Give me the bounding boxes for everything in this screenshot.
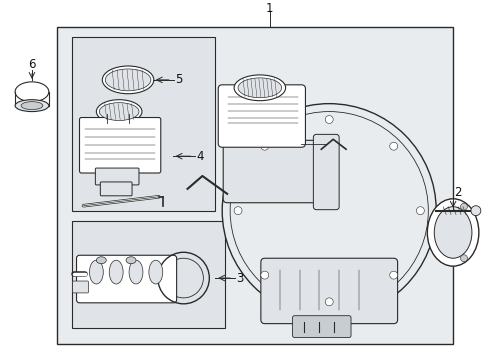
FancyBboxPatch shape [79, 117, 161, 173]
FancyBboxPatch shape [96, 168, 139, 185]
Text: 5: 5 [175, 73, 182, 86]
Bar [72, 37, 215, 211]
FancyBboxPatch shape [73, 281, 88, 293]
Circle shape [471, 206, 481, 216]
Ellipse shape [21, 102, 43, 109]
FancyBboxPatch shape [314, 134, 339, 210]
Ellipse shape [105, 69, 151, 91]
FancyBboxPatch shape [218, 85, 305, 147]
Circle shape [261, 142, 269, 150]
FancyBboxPatch shape [293, 316, 351, 338]
Text: 4: 4 [196, 150, 204, 163]
Ellipse shape [434, 207, 472, 258]
Ellipse shape [238, 78, 282, 98]
Circle shape [325, 116, 333, 123]
Circle shape [390, 142, 398, 150]
Circle shape [461, 203, 467, 210]
Ellipse shape [97, 257, 106, 264]
Bar [57, 27, 453, 345]
Bar [72, 221, 225, 328]
Ellipse shape [129, 260, 143, 284]
Ellipse shape [234, 75, 286, 101]
FancyBboxPatch shape [76, 255, 176, 303]
Ellipse shape [427, 199, 479, 266]
Circle shape [222, 104, 436, 318]
Text: 2: 2 [454, 186, 462, 199]
Ellipse shape [126, 257, 136, 264]
Text: 1: 1 [266, 2, 273, 15]
Circle shape [325, 298, 333, 306]
Ellipse shape [99, 103, 139, 121]
Ellipse shape [102, 66, 154, 94]
Circle shape [390, 271, 398, 279]
Ellipse shape [149, 260, 163, 284]
Ellipse shape [90, 260, 103, 284]
Text: 3: 3 [236, 271, 244, 284]
FancyBboxPatch shape [100, 182, 132, 196]
Ellipse shape [97, 100, 142, 123]
FancyBboxPatch shape [261, 258, 397, 324]
Text: 6: 6 [28, 58, 36, 71]
Ellipse shape [15, 82, 49, 102]
Circle shape [164, 258, 203, 298]
Circle shape [461, 255, 467, 262]
Circle shape [234, 207, 242, 215]
Ellipse shape [109, 260, 123, 284]
Circle shape [261, 271, 269, 279]
Ellipse shape [15, 100, 49, 112]
Circle shape [416, 207, 424, 215]
FancyBboxPatch shape [223, 140, 330, 203]
Bar [107, 113, 129, 123]
